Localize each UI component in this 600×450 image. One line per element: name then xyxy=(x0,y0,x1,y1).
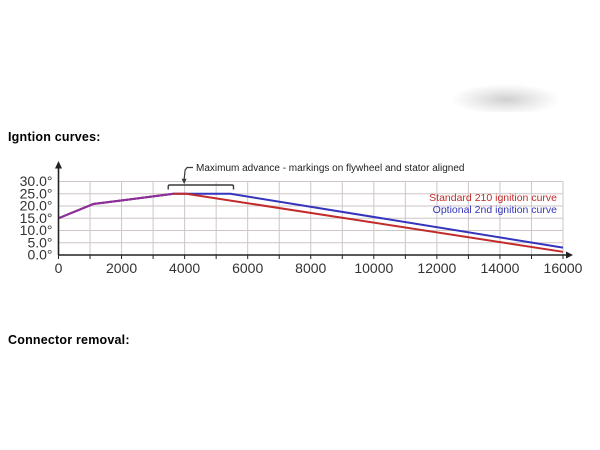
x-tick-label: 16000 xyxy=(544,260,583,276)
curve-overlap-segment xyxy=(58,192,174,220)
y-tick-label: 20.0° xyxy=(20,198,53,214)
x-tick-label: 8000 xyxy=(295,260,326,276)
y-tick-label: 30.0° xyxy=(20,173,53,189)
y-tick-label: 10.0° xyxy=(20,222,53,238)
max-advance-bracket xyxy=(167,184,235,190)
x-tick-label: 6000 xyxy=(232,260,263,276)
legend-standard-210: Standard 210 ignition curve xyxy=(429,192,557,204)
x-tick-label: 4000 xyxy=(169,260,200,276)
annotation-arrowhead xyxy=(181,178,187,184)
y-tick-label: 25.0° xyxy=(20,185,53,201)
x-axis-arrow xyxy=(566,251,573,259)
y-tick-label: 15.0° xyxy=(20,210,53,226)
x-tick-label: 0 xyxy=(55,260,63,276)
x-tick-label: 2000 xyxy=(106,260,137,276)
max-advance-annotation: Maximum advance - markings on flywheel a… xyxy=(196,163,464,174)
annotation-leader-line xyxy=(183,166,193,180)
legend-optional-2nd: Optional 2nd ignition curve xyxy=(433,204,557,216)
section-title-connector: Connector removal: xyxy=(8,333,130,347)
x-tick-label: 10000 xyxy=(354,260,393,276)
x-tick-label: 12000 xyxy=(417,260,456,276)
x-tick-label: 14000 xyxy=(480,260,519,276)
y-axis-arrow xyxy=(55,161,62,169)
y-tick-label: 0.0° xyxy=(27,247,52,263)
y-tick-label: 5.0° xyxy=(27,234,52,250)
section-title-ignition: Igntion curves: xyxy=(8,130,101,144)
